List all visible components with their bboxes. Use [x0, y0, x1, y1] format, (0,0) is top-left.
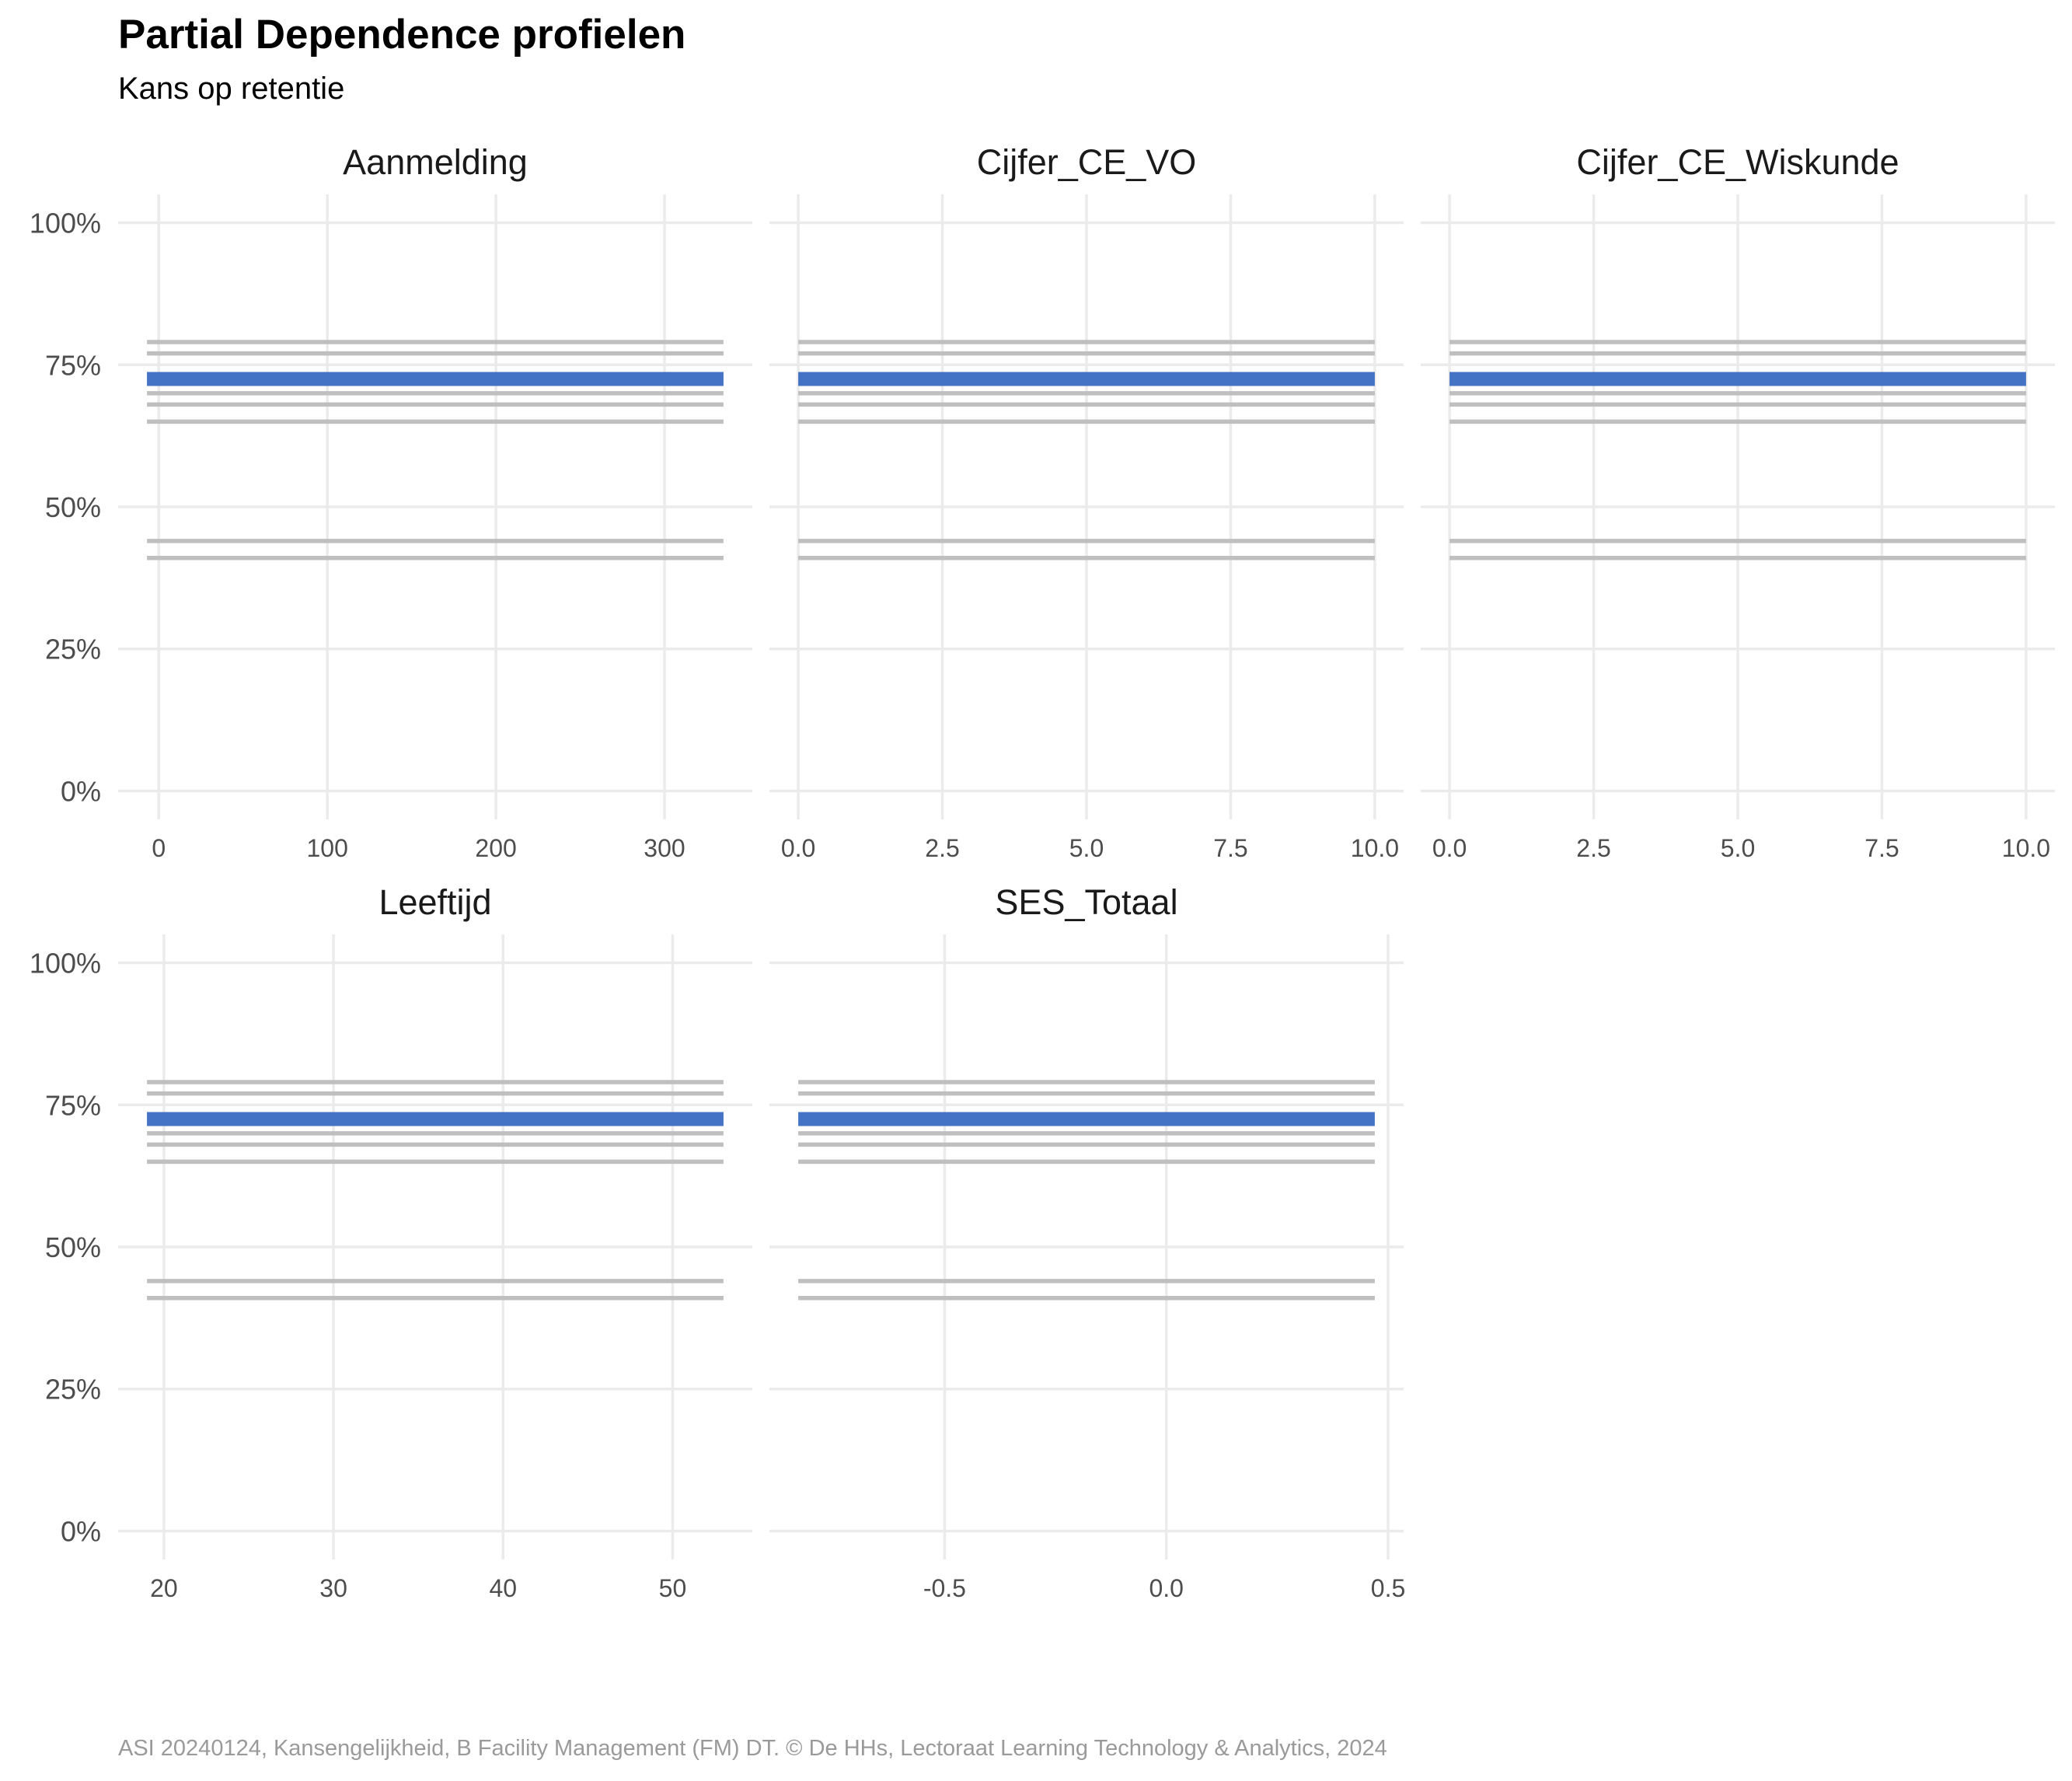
facet-title: Aanmelding [343, 142, 528, 182]
facet-title: SES_Totaal [995, 882, 1177, 922]
x-tick-label: 0.0 [1149, 1574, 1183, 1602]
x-tick-label: -0.5 [923, 1574, 966, 1602]
x-tick-label: 0 [152, 834, 166, 862]
y-tick-label: 0% [61, 1515, 101, 1547]
y-tick-label: 0% [61, 775, 101, 807]
x-tick-label: 2.5 [925, 834, 959, 862]
x-tick-label: 0.0 [1432, 834, 1467, 862]
y-tick-label: 75% [45, 1089, 101, 1121]
x-tick-label: 20 [150, 1574, 178, 1602]
y-tick-label: 25% [45, 634, 101, 665]
x-tick-label: 100 [306, 834, 347, 862]
x-tick-label: 5.0 [1069, 834, 1104, 862]
y-tick-label: 100% [30, 948, 101, 980]
x-tick-label: 7.5 [1213, 834, 1247, 862]
x-tick-label: 40 [489, 1574, 517, 1602]
y-tick-label: 25% [45, 1374, 101, 1406]
x-tick-label: 50 [659, 1574, 687, 1602]
x-tick-label: 0.5 [1371, 1574, 1405, 1602]
chart-caption: ASI 20240124, Kansengelijkheid, B Facili… [118, 1736, 1387, 1761]
y-tick-label: 50% [45, 491, 101, 523]
x-tick-label: 200 [475, 834, 516, 862]
chart-title: Partial Dependence profielen [118, 12, 686, 58]
x-tick-label: 5.0 [1721, 834, 1755, 862]
y-tick-label: 75% [45, 349, 101, 381]
x-tick-label: 10.0 [2002, 834, 2050, 862]
x-tick-label: 0.0 [781, 834, 815, 862]
x-tick-label: 10.0 [1351, 834, 1399, 862]
x-tick-label: 2.5 [1576, 834, 1610, 862]
chart-subtitle: Kans op retentie [118, 72, 345, 106]
x-tick-label: 30 [319, 1574, 347, 1602]
x-tick-label: 300 [644, 834, 685, 862]
y-tick-label: 100% [30, 208, 101, 239]
facet-title: Cijfer_CE_VO [977, 142, 1197, 182]
x-tick-label: 7.5 [1864, 834, 1899, 862]
y-tick-label: 50% [45, 1231, 101, 1263]
facet-title: Leeftijd [378, 882, 491, 922]
facet-title: Cijfer_CE_Wiskunde [1576, 142, 1899, 182]
